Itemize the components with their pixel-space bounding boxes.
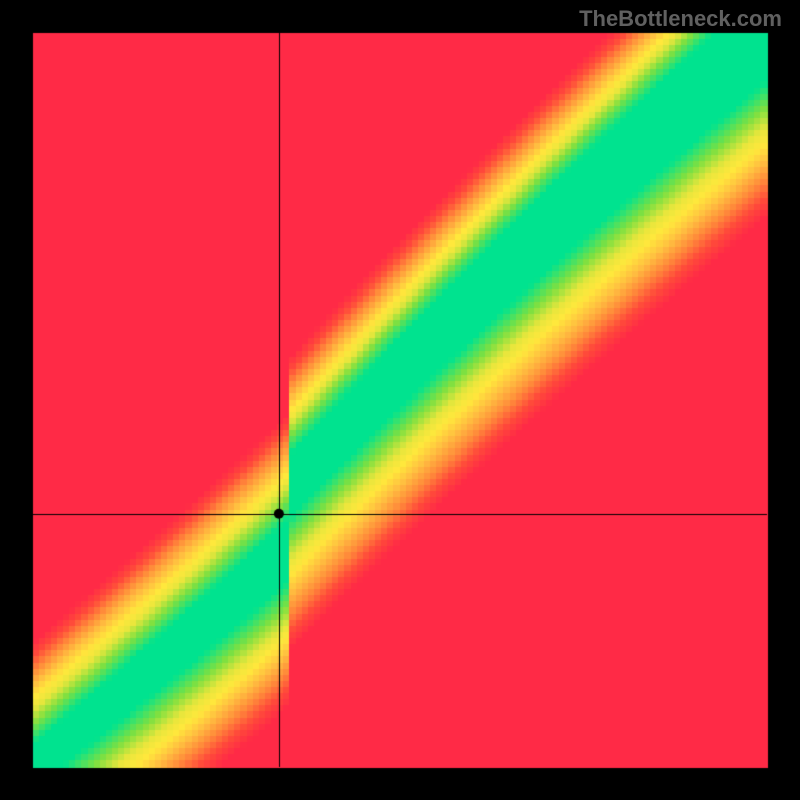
watermark-text: TheBottleneck.com — [579, 6, 782, 32]
bottleneck-heatmap-canvas — [0, 0, 800, 800]
chart-container: TheBottleneck.com — [0, 0, 800, 800]
